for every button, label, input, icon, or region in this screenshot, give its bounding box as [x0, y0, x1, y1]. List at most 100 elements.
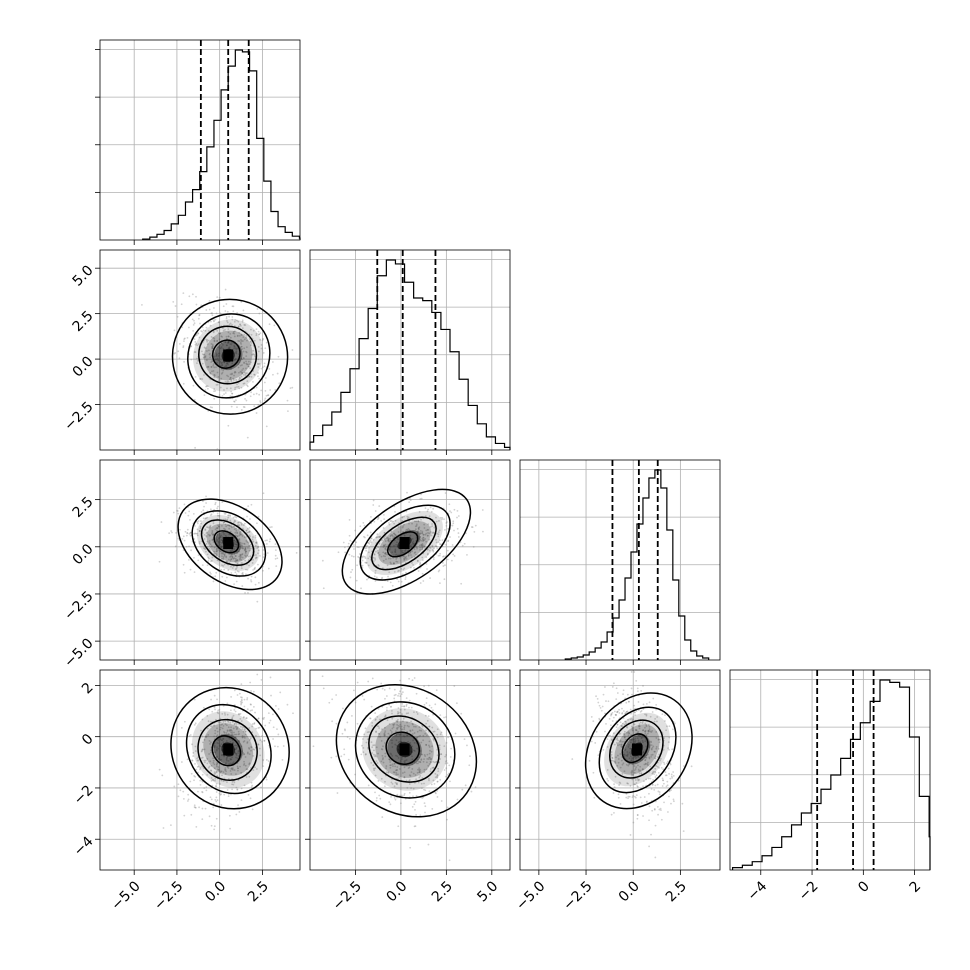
scatter-point: [235, 725, 238, 727]
scatter-point: [652, 770, 655, 773]
scatter-point: [231, 316, 234, 318]
scatter-point: [415, 795, 418, 797]
scatter-point: [227, 346, 230, 349]
scatter-point: [428, 532, 431, 535]
scatter-point: [391, 712, 393, 715]
scatter-point: [406, 724, 409, 727]
scatter-point: [449, 780, 451, 783]
scatter-point: [662, 779, 665, 782]
scatter-point: [607, 700, 610, 703]
scatter-point: [386, 564, 389, 567]
scatter-point: [368, 541, 371, 543]
scatter-point: [436, 780, 439, 783]
scatter-point: [245, 529, 248, 532]
scatter-point: [428, 725, 430, 728]
scatter-point: [374, 791, 376, 794]
scatter-point: [211, 312, 214, 315]
scatter-point: [463, 542, 466, 545]
scatter-point: [219, 783, 221, 785]
scatter-point: [234, 555, 237, 557]
scatter-point: [453, 555, 456, 557]
scatter-point: [403, 557, 405, 560]
scatter-point: [215, 536, 218, 538]
scatter-point: [395, 734, 397, 737]
scatter-point: [257, 345, 260, 348]
scatter-point: [395, 541, 398, 544]
scatter-point: [377, 517, 380, 520]
scatter-point: [205, 736, 208, 738]
scatter-point: [218, 352, 221, 355]
scatter-point: [616, 711, 619, 714]
scatter-point: [213, 735, 216, 738]
scatter-point: [257, 717, 260, 720]
scatter-point: [220, 347, 222, 350]
scatter-point: [414, 825, 417, 827]
scatter-point: [613, 811, 615, 814]
scatter-point: [262, 352, 265, 354]
scatter-point: [377, 725, 380, 728]
scatter-point: [209, 406, 212, 409]
scatter-point: [405, 697, 408, 700]
scatter-point: [350, 571, 352, 573]
scatter-point: [231, 373, 233, 376]
scatter-point: [289, 387, 292, 390]
scatter-point: [419, 770, 421, 773]
scatter-point: [645, 778, 648, 781]
scatter-point: [646, 732, 649, 735]
scatter-point: [374, 718, 377, 721]
scatter-point: [399, 695, 402, 698]
scatter-point: [623, 770, 626, 773]
scatter-point: [205, 534, 208, 537]
scatter-point: [223, 512, 226, 515]
scatter-point: [615, 714, 618, 716]
scatter-point: [170, 530, 173, 532]
scatter-point: [186, 800, 189, 802]
scatter-point: [236, 335, 239, 338]
scatter-point: [202, 547, 205, 550]
scatter-point: [248, 375, 250, 378]
scatter-point: [253, 568, 256, 571]
scatter-point: [669, 777, 672, 780]
scatter-point: [628, 795, 631, 798]
scatter-point: [372, 538, 375, 541]
scatter-point: [406, 786, 409, 789]
scatter-point: [220, 545, 223, 548]
scatter-point: [207, 766, 210, 769]
scatter-point: [236, 694, 239, 696]
scatter-point: [371, 746, 374, 749]
scatter-point: [222, 305, 225, 308]
scatter-point: [634, 783, 636, 786]
scatter-point: [662, 748, 665, 751]
scatter-point: [633, 740, 636, 743]
scatter-point: [200, 522, 203, 525]
scatter-point: [611, 738, 613, 741]
scatter-point: [206, 762, 209, 765]
panel-frame: [99, 669, 301, 871]
scatter-point: [418, 767, 421, 770]
scatter-point: [235, 516, 238, 519]
scatter-point: [397, 525, 400, 528]
scatter-point: [376, 762, 379, 764]
scatter-point: [235, 543, 238, 546]
gridlines: [100, 460, 300, 660]
scatter-point: [239, 531, 241, 534]
scatter-point: [226, 730, 229, 732]
scatter-point: [210, 824, 213, 827]
scatter-point: [254, 544, 257, 547]
scatter-point: [427, 532, 429, 534]
scatter-point: [644, 726, 646, 729]
scatter-point: [615, 687, 618, 690]
scatter-point: [246, 697, 249, 699]
scatter-point: [210, 798, 213, 801]
scatter-point: [221, 364, 224, 366]
scatter-point: [239, 553, 242, 556]
scatter-point: [215, 312, 218, 315]
contour-level: [171, 298, 289, 415]
scatter-point: [610, 813, 613, 816]
scatter-point: [362, 555, 365, 558]
scatter-point: [241, 544, 243, 547]
scatter-point: [210, 513, 213, 516]
scatter-point: [659, 757, 662, 760]
scatter-point: [255, 727, 258, 730]
scatter-point: [642, 750, 645, 753]
